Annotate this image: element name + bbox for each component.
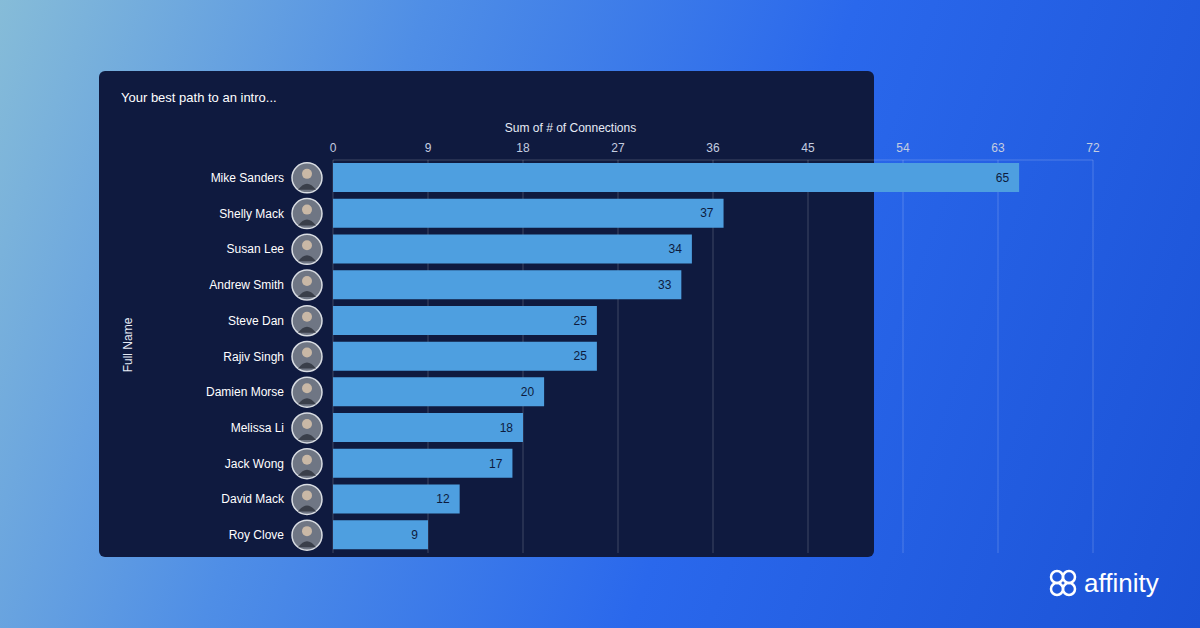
svg-text:0: 0 [330,141,337,155]
svg-text:9: 9 [411,528,418,542]
svg-text:Damien Morse: Damien Morse [206,385,284,399]
svg-text:34: 34 [669,242,683,256]
svg-text:12: 12 [436,492,450,506]
svg-text:9: 9 [425,141,432,155]
svg-text:18: 18 [516,141,530,155]
svg-text:Mike Sanders: Mike Sanders [211,171,284,185]
svg-text:Rajiv Singh: Rajiv Singh [223,350,284,364]
svg-text:20: 20 [521,385,535,399]
svg-text:Roy Clove: Roy Clove [229,528,285,542]
svg-text:36: 36 [706,141,720,155]
html-text:Full Name: Full Name [121,317,135,373]
html-text:Sum of # of Connections: Sum of # of Connections [504,121,637,135]
svg-text:65: 65 [996,171,1010,185]
svg-text:Steve Dan: Steve Dan [228,314,284,328]
svg-text:27: 27 [611,141,625,155]
svg-text:54: 54 [896,141,910,155]
svg-text:45: 45 [801,141,815,155]
svg-text:Susan Lee: Susan Lee [227,242,285,256]
svg-text:17: 17 [489,457,503,471]
svg-text:33: 33 [658,278,672,292]
svg-text:72: 72 [1086,141,1100,155]
svg-text:David Mack: David Mack [221,492,285,506]
svg-text:63: 63 [991,141,1005,155]
svg-text:Melissa Li: Melissa Li [231,421,284,435]
svg-text:25: 25 [574,314,588,328]
svg-text:Jack Wong: Jack Wong [225,457,284,471]
svg-text:25: 25 [574,349,588,363]
svg-text:18: 18 [500,421,514,435]
svg-text:37: 37 [700,206,714,220]
svg-text:Andrew Smith: Andrew Smith [209,278,284,292]
svg-text:Shelly Mack: Shelly Mack [219,207,285,221]
html-text:Your best path to an intro...: Your best path to an intro... [121,90,277,105]
html-text:affinity: affinity [1084,568,1159,598]
